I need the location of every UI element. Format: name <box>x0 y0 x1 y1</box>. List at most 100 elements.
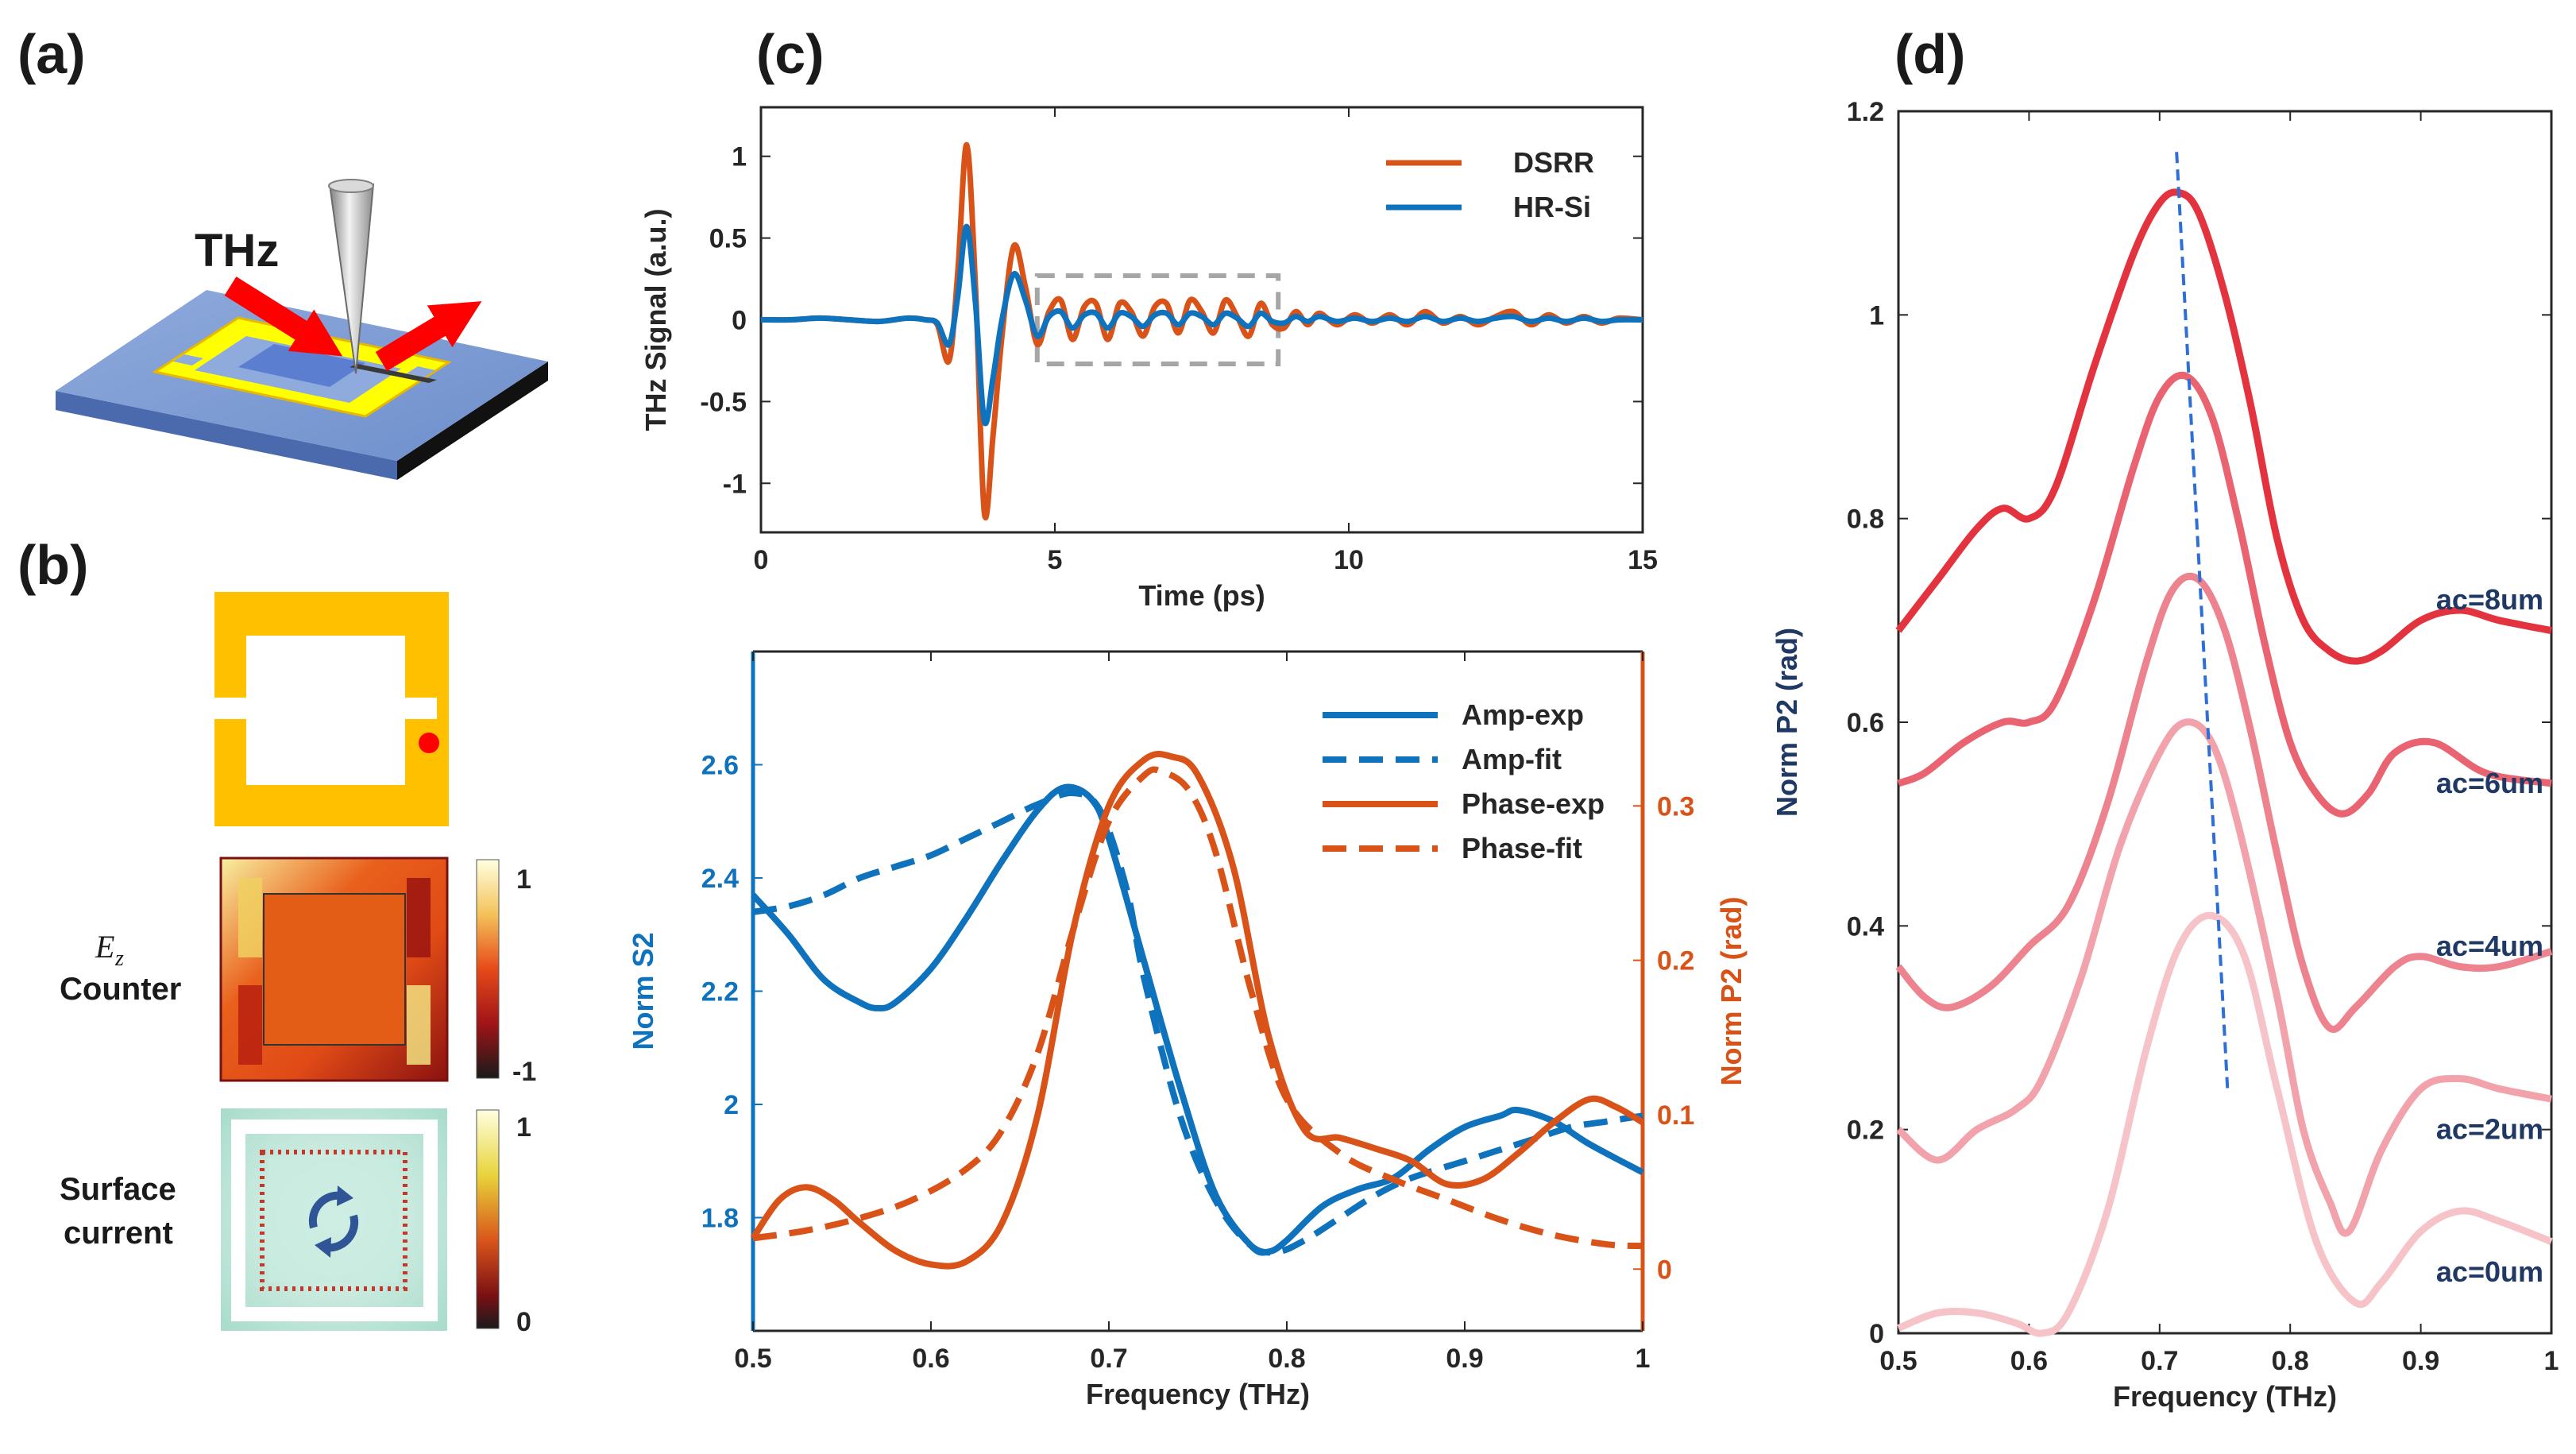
resonator-gap-right <box>401 698 437 719</box>
thz-label: THz <box>195 225 279 276</box>
x-tick-label: 0.9 <box>2402 1346 2439 1376</box>
current-map-inner-pad <box>268 1158 399 1282</box>
highlight-box <box>1034 273 1281 367</box>
series-line-ac-2um <box>1895 718 2552 1237</box>
x-tick-label: 10 <box>1334 545 1364 575</box>
y-tick-label: 0 <box>1869 1319 1884 1349</box>
current-map-outer-ring <box>231 1120 438 1321</box>
circulating-current-icon-2 <box>324 1214 359 1252</box>
circulating-current-icon <box>308 1191 343 1229</box>
x-axis-title: Time (ps) <box>1138 579 1265 612</box>
y-right-tick-label: 0.3 <box>1657 791 1694 822</box>
y-tick-label: 1 <box>1869 300 1884 331</box>
current-map-inner-ring <box>260 1150 407 1291</box>
series-line-ac-6um <box>1897 371 2552 818</box>
x-tick-label: 0.8 <box>1268 1344 1305 1374</box>
y-left-tick-label: 2.6 <box>701 751 739 781</box>
y-right-tick-label: 0 <box>1657 1255 1672 1285</box>
y-right-tick-label: 0.1 <box>1657 1100 1694 1131</box>
y-tick-label: 0.8 <box>1847 505 1884 535</box>
panel-label-d: (d) <box>1894 23 1965 85</box>
x-tick-label: 1 <box>2544 1346 2559 1376</box>
legend-label-phase-fit: Phase-fit <box>1462 832 1582 864</box>
series-label-ac-0um: ac=0um <box>2436 1255 2543 1288</box>
legend-label-amp-fit: Amp-fit <box>1462 743 1562 775</box>
legend-label-dsrr: DSRR <box>1513 146 1594 179</box>
y-tick-label: -1 <box>723 469 747 499</box>
y-right-axis-title: Norm P2 (rad) <box>1715 896 1748 1085</box>
y-left-tick-label: 1.8 <box>701 1204 739 1234</box>
y-right-tick-label: 0.2 <box>1657 946 1694 976</box>
x-tick-label: 0.8 <box>2272 1346 2309 1376</box>
series-line-ac-0um <box>1897 911 2553 1337</box>
x-axis-title: Frequency (THz) <box>2113 1380 2337 1413</box>
series-line-hr-si <box>760 223 1643 427</box>
x-tick-label: 1 <box>1636 1344 1651 1374</box>
series-label-ac-2um: ac=2um <box>2436 1113 2543 1146</box>
x-axis-title: Frequency (THz) <box>1086 1378 1310 1410</box>
y-tick-label: -0.5 <box>700 387 747 417</box>
panel-label-c: (c) <box>756 23 825 85</box>
y-tick-label: 0.5 <box>709 224 747 254</box>
x-tick-label: 5 <box>1048 545 1063 575</box>
y-tick-label: 1 <box>732 142 747 172</box>
y-left-tick-label: 2.2 <box>701 977 739 1007</box>
surface-label: Surface <box>60 1172 176 1207</box>
series-label-ac-8um: ac=8um <box>2436 583 2543 616</box>
ez-map-frame <box>219 857 449 1082</box>
x-tick-label: 0.5 <box>1879 1346 1917 1376</box>
ez-map-bottom-arm <box>238 985 262 1065</box>
series-label-ac-4um: ac=4um <box>2436 930 2543 962</box>
x-tick-label: 15 <box>1628 545 1658 575</box>
series-line-amp-fit <box>752 790 1643 1256</box>
chart-time-domain: 0 5 10 15 1 0.5 0 -0.5 -1 Time (ps) THz Signal (a.… <box>639 106 1658 612</box>
y-tick-label: 0.6 <box>1847 708 1884 738</box>
x-tick-label: 0.6 <box>912 1344 949 1374</box>
thz-incident-arrow-icon <box>224 276 343 357</box>
ez-map-left-arm <box>238 878 262 957</box>
ez-field-map: 1 -1 E z Counter <box>60 857 536 1087</box>
current-colorbar <box>476 1109 500 1329</box>
counter-label: Counter <box>60 972 181 1007</box>
resonator-gap-right <box>407 366 435 377</box>
x-tick-label: 0.7 <box>1090 1344 1127 1374</box>
substrate-side-front <box>56 391 397 480</box>
probe-position-marker-icon <box>419 733 439 753</box>
chart-spectrum-fit: 0.5 0.6 0.7 0.8 0.9 1 1.8 2 2.2 2.4 2.6 0 0.1 0.2 0.3 F… <box>627 650 1748 1410</box>
legend-label-amp-exp: Amp-exp <box>1462 698 1584 731</box>
y-axis-title: Norm P2 (rad) <box>1771 628 1803 817</box>
substrate-side-right <box>397 362 548 480</box>
surface-current-map: 1 0 Surface current <box>60 1108 531 1337</box>
ez-subscript: z <box>114 946 124 971</box>
series-line-phase-exp <box>750 750 1645 1270</box>
chart-phase-series: 0.5 0.6 0.7 0.8 0.9 1 0 0.2 0.4 0.6 0.8 1 1.2 Frequen… <box>1771 97 2559 1413</box>
resonator-center-pad <box>238 344 365 387</box>
x-tick-label: 0.7 <box>2141 1346 2178 1376</box>
panel-label-a: (a) <box>17 23 86 85</box>
y-left-tick-label: 2 <box>724 1090 739 1120</box>
series-line-phase-fit <box>752 766 1643 1250</box>
current-colorbar-tick-max: 1 <box>516 1112 531 1143</box>
resonator-geometry <box>214 592 449 826</box>
y-tick-label: 0.4 <box>1847 911 1884 942</box>
y-tick-label: 0.2 <box>1847 1116 1884 1146</box>
x-tick-label: 0.9 <box>1446 1344 1483 1374</box>
series-label-ac-6um: ac=6um <box>2436 767 2543 799</box>
ez-colorbar-tick-max: 1 <box>516 864 531 895</box>
resonator-opening <box>246 636 405 785</box>
series-line-ac-4um <box>1895 572 2553 1033</box>
series-line-amp-exp <box>751 783 1644 1256</box>
current-arrowhead-2 <box>315 1237 331 1258</box>
ez-colorbar-tick-min: -1 <box>512 1057 536 1087</box>
current-label: current <box>64 1216 173 1251</box>
ez-map-center <box>263 893 406 1046</box>
y-axis-title: THz Signal (a.u.) <box>639 208 672 431</box>
ez-colorbar <box>476 859 500 1079</box>
current-colorbar-tick-min: 0 <box>516 1307 531 1337</box>
y-left-tick-label: 2.4 <box>701 864 739 894</box>
device-schematic: THz <box>56 179 548 480</box>
resonator-gap-left <box>173 354 203 365</box>
x-tick-label: 0.6 <box>2010 1346 2048 1376</box>
series-line-ac-8um <box>1895 188 2552 665</box>
